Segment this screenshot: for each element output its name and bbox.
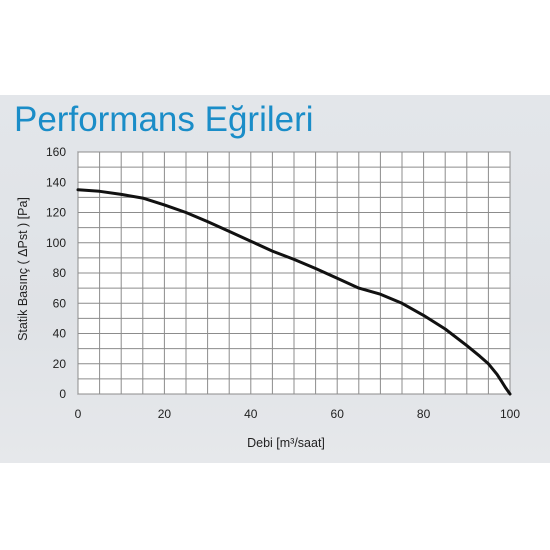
x-tick-label: 40	[244, 407, 258, 421]
y-tick-label: 40	[53, 327, 67, 341]
y-tick-label: 80	[53, 266, 67, 280]
y-tick-label: 160	[46, 145, 66, 159]
chart-title: Performans Eğrileri	[14, 100, 314, 139]
x-tick-label: 0	[75, 407, 82, 421]
x-tick-label: 100	[500, 407, 520, 421]
y-tick-label: 0	[59, 387, 66, 401]
y-tick-label: 120	[46, 206, 66, 220]
y-tick-label: 100	[46, 236, 66, 250]
grid	[77, 151, 511, 395]
x-tick-label: 20	[158, 407, 172, 421]
x-tick-label: 80	[417, 407, 431, 421]
series-line	[76, 188, 512, 396]
x-axis-label: Debi [m³/saat]	[247, 436, 325, 450]
y-tick-label: 20	[53, 357, 67, 371]
x-tick-label: 60	[331, 407, 345, 421]
y-axis-ticks: 0 20 40 60 80 100 120 140 160	[46, 145, 66, 401]
y-tick-label: 140	[46, 175, 66, 189]
x-axis-ticks: 0 20 40 60 80 100	[75, 407, 521, 421]
y-axis-label: Statik Basınç ( ΔPst ) [Pa]	[16, 197, 30, 341]
y-tick-label: 60	[53, 296, 67, 310]
